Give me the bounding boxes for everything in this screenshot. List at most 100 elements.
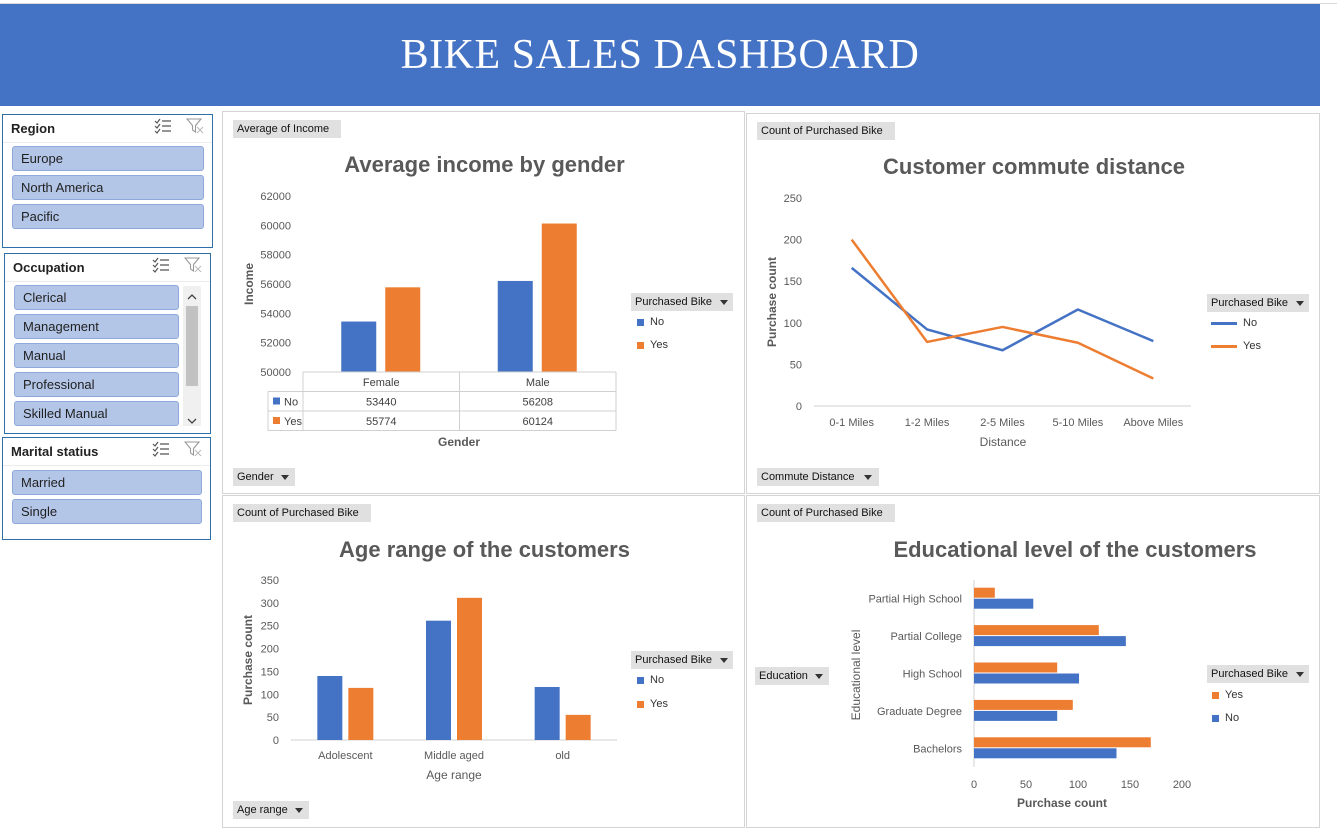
y-tick-label: 50 (790, 359, 802, 371)
sheet-gridline (0, 0, 1337, 4)
legend-label-no: No (650, 316, 665, 328)
slicer-item-single[interactable]: Single (12, 499, 202, 524)
slicer-item-skilled-manual[interactable]: Skilled Manual (14, 401, 179, 426)
x-tick-label: Above Miles (1123, 417, 1183, 429)
bar-yes (974, 662, 1058, 673)
x-tick-label: 200 (1173, 779, 1191, 791)
legend-label-yes: Yes (650, 698, 668, 710)
legend-swatch-no (637, 318, 644, 326)
bar-no (974, 636, 1126, 647)
occupation-scrollbar[interactable] (183, 286, 201, 426)
y-tick-label: 0 (273, 735, 279, 747)
table-column-header: Female (363, 377, 400, 389)
legend-field-label: Purchased Bike (1211, 297, 1289, 309)
x-tick-label: 0 (971, 779, 977, 791)
legend-swatch-yes (637, 341, 644, 349)
occupation-slicer-header: Occupation (5, 254, 210, 282)
dropdown-arrow-icon[interactable] (280, 470, 291, 484)
dropdown-arrow-icon[interactable] (814, 669, 825, 683)
clear-filter-icon[interactable] (183, 441, 202, 462)
dropdown-arrow-icon[interactable] (1294, 667, 1305, 681)
slicer-item-management[interactable]: Management (14, 314, 179, 339)
y-tick-label: 60000 (260, 220, 291, 232)
legend-item-yes: Yes (1212, 689, 1243, 701)
bar-no (497, 280, 533, 372)
axis-field-button[interactable]: Education (755, 667, 829, 685)
region-slicer-header: Region (3, 115, 212, 143)
slicer-item-clerical[interactable]: Clerical (14, 285, 179, 310)
slicer-item-manual[interactable]: Manual (14, 343, 179, 368)
value-field-button[interactable]: Average of Income (233, 120, 341, 138)
legend-field-button[interactable]: Purchased Bike (631, 651, 733, 669)
legend-line-yes (1211, 344, 1237, 348)
x-axis-label: Purchase count (1017, 796, 1107, 810)
legend-label-no: No (650, 674, 665, 686)
x-axis-label: Age range (426, 768, 482, 782)
y-tick-label: 52000 (260, 338, 291, 350)
x-tick-label: 0-1 Miles (829, 417, 874, 429)
y-tick-label: 350 (261, 575, 279, 587)
axis-field-button[interactable]: Commute Distance (757, 468, 879, 486)
table-row-label: Yes (284, 416, 302, 428)
x-axis-label: Gender (438, 435, 480, 449)
slicer-item-professional[interactable]: Professional (14, 372, 179, 397)
y-tick-label: Partial College (890, 631, 962, 643)
y-tick-label: 150 (261, 666, 279, 678)
marital-slicer-header: Marital statius (3, 438, 210, 466)
slicer-item-north-america[interactable]: North America (12, 175, 204, 200)
dropdown-arrow-icon[interactable] (718, 295, 729, 309)
legend-field-label: Purchased Bike (635, 296, 713, 308)
table-cell: 60124 (522, 416, 553, 428)
slicer-item-pacific[interactable]: Pacific (12, 204, 204, 229)
marital-slicer: Marital statius Married Single (2, 437, 211, 540)
value-field-label: Count of Purchased Bike (761, 125, 883, 137)
axis-field-button[interactable]: Age range (233, 801, 309, 819)
y-tick-label: High School (903, 669, 962, 681)
legend-label-yes: Yes (1243, 340, 1261, 352)
dropdown-arrow-icon[interactable] (1294, 296, 1305, 310)
bar-yes (457, 597, 482, 740)
bar-no (534, 686, 560, 740)
value-field-label: Average of Income (237, 123, 330, 135)
x-tick-label: 5-10 Miles (1053, 417, 1104, 429)
bar-yes (974, 699, 1073, 710)
series-line-yes (850, 238, 1154, 380)
scroll-thumb[interactable] (186, 306, 198, 386)
scroll-up-icon[interactable] (187, 288, 197, 306)
multi-select-icon[interactable] (154, 118, 172, 139)
chart-title: Educational level of the customers (893, 537, 1257, 562)
legend-item-no: No (637, 316, 664, 328)
x-tick-label: 1-2 Miles (905, 417, 950, 429)
clear-filter-icon[interactable] (183, 257, 202, 278)
legend-item-no: No (1212, 712, 1239, 724)
chart-title: Age range of the customers (339, 537, 630, 562)
y-tick-label: Partial High School (868, 594, 962, 606)
y-axis-label: Purchase count (241, 615, 255, 705)
dropdown-arrow-icon[interactable] (718, 653, 729, 667)
axis-field-button[interactable]: Gender (233, 468, 295, 486)
legend-field-button[interactable]: Purchased Bike (1207, 294, 1309, 312)
chart-title: Customer commute distance (883, 154, 1185, 179)
value-field-button[interactable]: Count of Purchased Bike (757, 122, 895, 140)
value-field-button[interactable]: Count of Purchased Bike (757, 504, 895, 522)
legend-field-button[interactable]: Purchased Bike (1207, 665, 1309, 683)
slicer-item-married[interactable]: Married (12, 470, 202, 495)
value-field-button[interactable]: Count of Purchased Bike (233, 504, 371, 522)
legend-field-button[interactable]: Purchased Bike (631, 293, 733, 311)
y-tick-label: 200 (261, 644, 279, 656)
dropdown-arrow-icon[interactable] (294, 803, 305, 817)
multi-select-icon[interactable] (152, 257, 170, 278)
clear-filter-icon[interactable] (185, 118, 204, 139)
multi-select-icon[interactable] (152, 441, 170, 462)
axis-field-label: Education (759, 670, 808, 682)
table-legend-key-no (273, 397, 280, 405)
legend-label-no: No (1225, 712, 1240, 724)
slicer-item-europe[interactable]: Europe (12, 146, 204, 171)
y-tick-label: Graduate Degree (877, 706, 962, 718)
education-chart-panel: Count of Purchased Bike Educational leve… (746, 495, 1320, 828)
y-tick-label: 150 (784, 276, 802, 288)
commute-chart-panel: Count of Purchased Bike Customer commute… (746, 113, 1320, 494)
dropdown-arrow-icon[interactable] (861, 470, 875, 484)
scroll-down-icon[interactable] (187, 412, 197, 430)
bar-no (974, 598, 1034, 609)
